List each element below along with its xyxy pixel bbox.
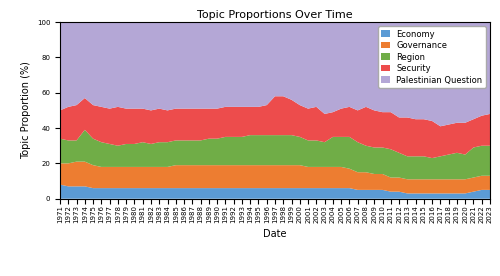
X-axis label: Date: Date — [263, 229, 287, 238]
Legend: Economy, Governance, Region, Security, Palestinian Question: Economy, Governance, Region, Security, P… — [378, 26, 486, 88]
Y-axis label: Topic Proportion (%): Topic Proportion (%) — [21, 62, 31, 159]
Title: Topic Proportions Over Time: Topic Proportions Over Time — [197, 10, 353, 20]
